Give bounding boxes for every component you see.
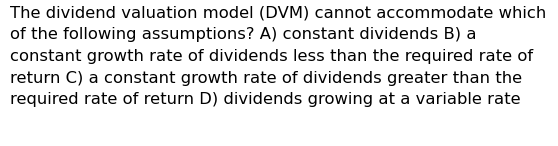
Text: The dividend valuation model (DVM) cannot accommodate which
of the following ass: The dividend valuation model (DVM) canno… [10, 6, 546, 107]
